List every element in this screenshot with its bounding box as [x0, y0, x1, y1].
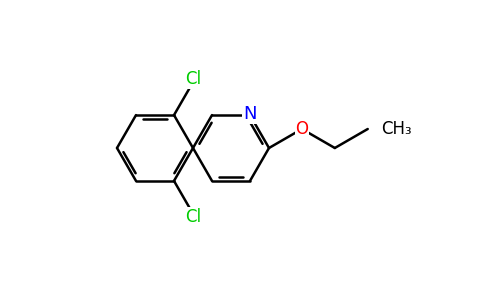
Text: Cl: Cl [185, 208, 201, 226]
Text: O: O [295, 120, 308, 138]
Text: CH₃: CH₃ [381, 120, 412, 138]
Text: N: N [243, 105, 257, 123]
Text: Cl: Cl [185, 70, 201, 88]
